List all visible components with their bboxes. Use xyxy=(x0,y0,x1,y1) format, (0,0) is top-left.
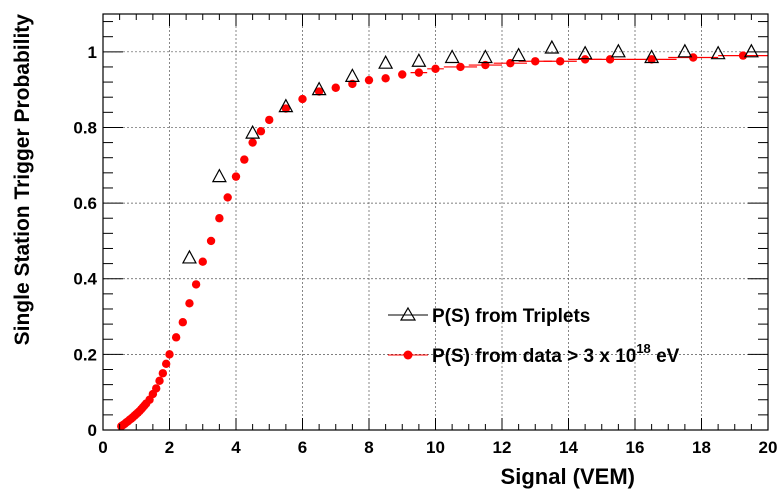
legend-data-label-suffix: eV xyxy=(651,346,680,367)
x-tick-label: 16 xyxy=(626,438,645,457)
y-tick-label: 0.2 xyxy=(73,345,97,364)
data-point xyxy=(206,236,216,246)
data-point xyxy=(223,193,232,202)
data-point xyxy=(580,55,590,64)
x-tick-label: 10 xyxy=(426,438,445,457)
data-point xyxy=(165,350,174,359)
triplet-point xyxy=(544,39,560,54)
data-point xyxy=(155,376,164,386)
x-axis-label: Signal (VEM) xyxy=(501,464,635,489)
triplet-point xyxy=(378,54,394,69)
x-tick-label: 8 xyxy=(364,438,373,457)
x-tick-label: 20 xyxy=(759,438,778,457)
triplet-point xyxy=(710,45,726,60)
triplet-point xyxy=(411,53,427,67)
triplet-point xyxy=(444,49,460,64)
x-tick-label: 14 xyxy=(559,438,578,457)
data-point xyxy=(531,57,540,66)
triplet-point xyxy=(577,45,593,60)
data-point xyxy=(158,369,168,378)
data-point xyxy=(240,155,249,164)
data-point xyxy=(398,70,407,79)
y-axis-label: Single Station Trigger Probability xyxy=(11,14,34,346)
triplet-point xyxy=(477,49,493,64)
axis-ticks xyxy=(102,14,769,431)
y-tick-label: 0.4 xyxy=(73,270,97,289)
legend-triplets-marker xyxy=(399,306,417,321)
data-point xyxy=(331,83,340,92)
data-point xyxy=(456,62,465,72)
y-tick-label: 1 xyxy=(88,43,97,62)
data-point xyxy=(298,94,307,104)
y-tick-label: 0.6 xyxy=(73,194,97,213)
triplet-point xyxy=(344,68,360,83)
triplet-point xyxy=(211,168,227,183)
triplet-point xyxy=(245,124,261,139)
data-point xyxy=(198,257,207,266)
triplet-point xyxy=(610,43,626,58)
data-point xyxy=(281,104,291,113)
data-point xyxy=(265,115,274,125)
data-point xyxy=(555,57,565,66)
x-tick-label: 18 xyxy=(692,438,711,457)
data-point xyxy=(191,280,201,289)
triplet-point xyxy=(511,47,527,62)
data-point xyxy=(256,127,266,136)
legend-data-label: P(S) from data > 3 x 1018 eV xyxy=(432,341,680,367)
tick-labels: 0 2 4 6 8 10 12 14 16 18 20 0 0.2 0.4 0.6 0.8 1 xyxy=(73,43,777,457)
x-tick-label: 4 xyxy=(231,438,241,457)
data-point xyxy=(414,68,424,77)
y-tick-label: 0 xyxy=(88,421,97,440)
triplet-point xyxy=(311,81,327,96)
y-tick-label: 0.8 xyxy=(73,118,97,137)
data-point xyxy=(647,55,656,64)
data-point xyxy=(161,359,171,369)
x-tick-label: 6 xyxy=(298,438,307,457)
data-points xyxy=(117,39,759,431)
data-point xyxy=(171,333,181,342)
data-point xyxy=(431,64,440,74)
data-point xyxy=(364,75,374,85)
x-tick-label: 0 xyxy=(98,438,107,457)
data-point xyxy=(178,318,187,327)
data-point xyxy=(248,138,257,147)
data-point xyxy=(738,51,748,60)
data-point xyxy=(185,299,194,308)
legend-data-label-prefix: P(S) from data > 3 x 10 xyxy=(432,346,636,367)
legend-triplets-label: P(S) from Triplets xyxy=(432,306,590,327)
legend-data-marker xyxy=(403,350,413,360)
legend-data-label-exponent: 18 xyxy=(636,341,650,356)
x-tick-label: 2 xyxy=(165,438,174,457)
data-point xyxy=(314,87,324,96)
triplet-point xyxy=(743,43,759,58)
data-point xyxy=(152,384,161,393)
triplet-point xyxy=(677,43,693,58)
triplet-point xyxy=(278,98,294,113)
triplet-point xyxy=(644,49,660,64)
x-tick-label: 12 xyxy=(493,438,512,457)
data-point xyxy=(231,172,241,181)
legend: P(S) from Triplets P(S) from data > 3 x … xyxy=(388,306,680,367)
data-point xyxy=(215,214,224,223)
triplet-point xyxy=(181,249,197,264)
data-point xyxy=(381,74,390,83)
